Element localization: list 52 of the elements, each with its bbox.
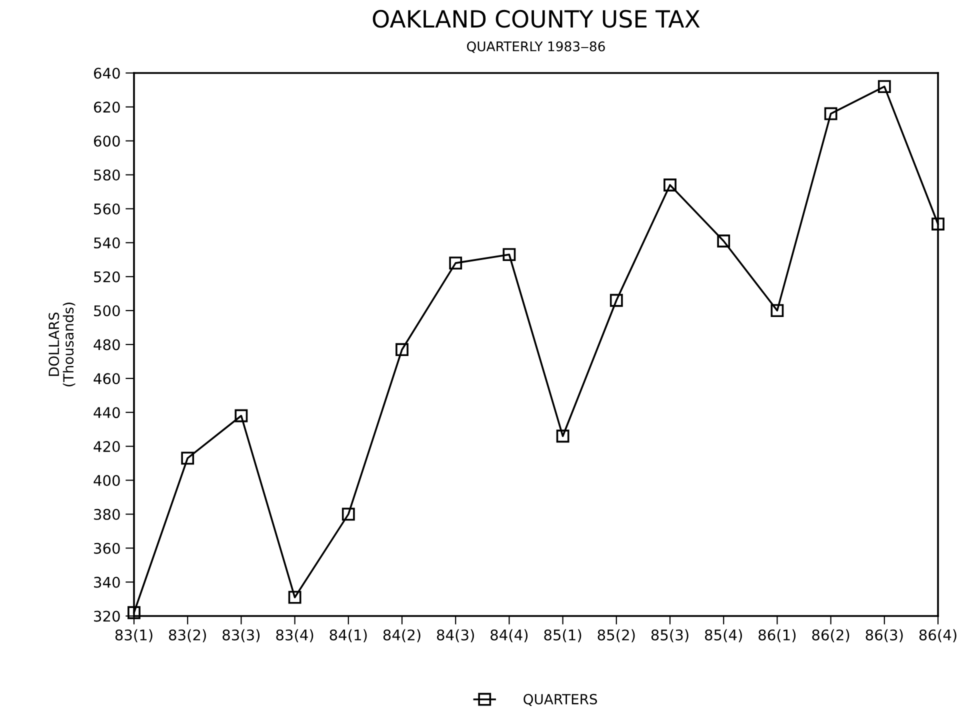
x-tick-label: 83(2) <box>168 629 206 642</box>
y-axis-title: DOLLARS (Thousands) <box>48 302 76 386</box>
x-tick-label: 84(2) <box>383 629 420 642</box>
point <box>342 508 355 521</box>
x-tick-label: 84(1) <box>330 629 367 642</box>
x-tick-label: 85(1) <box>544 629 582 642</box>
point <box>878 80 891 94</box>
y-tick-label: 380 <box>94 508 120 520</box>
x-tick-label: 83(1) <box>115 629 152 642</box>
x-tick-label: 86(2) <box>812 629 850 642</box>
x-tick-label: 86(4) <box>919 629 956 642</box>
point <box>396 343 408 356</box>
y-tick-label: 600 <box>94 136 120 147</box>
y-tick-label: 580 <box>94 170 120 181</box>
y-tick-label: 540 <box>94 237 120 248</box>
point <box>770 304 784 318</box>
x-tick-label: 84(4) <box>490 629 528 642</box>
point <box>181 452 194 465</box>
y-tick-label: 340 <box>94 576 120 588</box>
x-tick-label: 85(2) <box>598 629 635 642</box>
x-tick-label: 83(3) <box>222 629 260 642</box>
x-tick-label: 85(3) <box>651 629 688 642</box>
point <box>234 409 248 422</box>
point <box>449 256 462 270</box>
y-tick-label: 320 <box>94 610 120 622</box>
y-tick-label: 400 <box>94 474 120 486</box>
y-tick-label: 640 <box>94 68 120 79</box>
legend-label: QUARTERS <box>524 694 598 706</box>
y-tick-label: 520 <box>94 271 120 282</box>
x-tick-label: 86(3) <box>866 629 903 642</box>
point <box>556 430 570 443</box>
x-tick-label: 85(4) <box>704 629 742 642</box>
chart-subtitle: QUARTERLY 1983‒86 <box>467 41 605 53</box>
y-tick-label: 460 <box>94 373 120 384</box>
point <box>502 248 516 262</box>
point <box>824 107 838 120</box>
x-tick-label: 86(1) <box>758 629 796 642</box>
y-tick-label: 420 <box>94 441 120 452</box>
point <box>610 294 623 307</box>
point <box>664 178 676 192</box>
point <box>932 218 944 230</box>
y-tick-label: 480 <box>94 339 120 350</box>
y-tick-label: 360 <box>94 542 120 554</box>
y-tick-label: 620 <box>94 102 120 113</box>
chart-title: OAKLAND COUNTY USE TAX <box>372 10 700 28</box>
y-tick-label: 560 <box>94 203 120 214</box>
x-tick-label: 83(4) <box>276 629 314 642</box>
y-tick-label: 440 <box>94 407 120 418</box>
x-tick-label: 84(3) <box>436 629 474 642</box>
y-tick-label: 500 <box>94 305 120 316</box>
point <box>288 590 302 604</box>
point <box>717 234 730 248</box>
